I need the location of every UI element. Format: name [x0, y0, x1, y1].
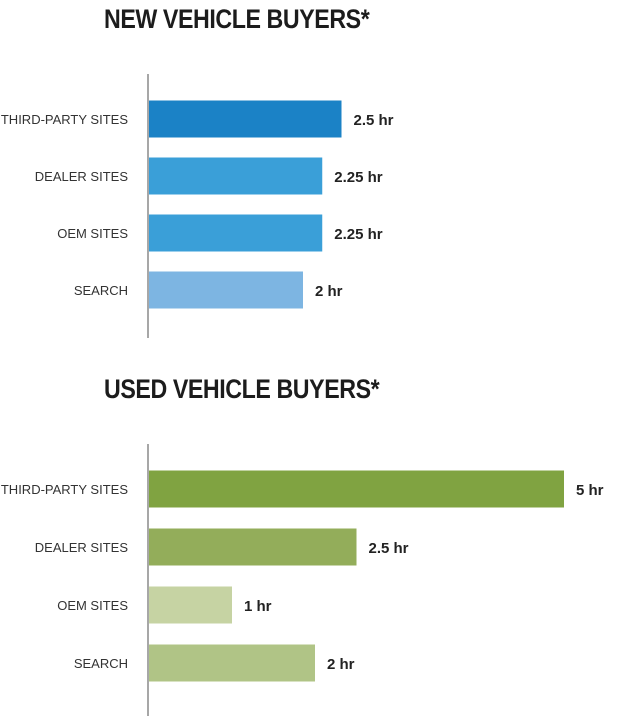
- bar-used-oem-sites: [149, 586, 232, 624]
- value-label-new-oem-sites: 2.25 hr: [334, 226, 383, 243]
- category-label-new-oem-sites: OEM SITES: [57, 226, 128, 241]
- category-label-used-dealer-sites: DEALER SITES: [35, 540, 129, 555]
- category-label-used-oem-sites: OEM SITES: [57, 598, 128, 613]
- bar-new-dealer-sites: [149, 157, 323, 195]
- bar-new-third-party-sites: [149, 100, 342, 138]
- chart-title-used-vehicle-buyers: USED VEHICLE BUYERS*: [104, 374, 380, 404]
- chart-title-new-vehicle-buyers: NEW VEHICLE BUYERS*: [104, 4, 370, 34]
- bar-new-oem-sites: [149, 214, 323, 252]
- category-label-new-dealer-sites: DEALER SITES: [35, 169, 129, 184]
- value-label-new-third-party-sites: 2.5 hr: [354, 112, 394, 129]
- value-label-used-dealer-sites: 2.5 hr: [369, 540, 409, 557]
- category-label-used-search: SEARCH: [74, 656, 128, 671]
- value-label-used-search: 2 hr: [327, 656, 355, 673]
- category-label-new-search: SEARCH: [74, 283, 128, 298]
- category-label-new-third-party-sites: THIRD-PARTY SITES: [1, 112, 128, 127]
- bar-used-search: [149, 644, 315, 682]
- category-label-used-third-party-sites: THIRD-PARTY SITES: [1, 482, 128, 497]
- value-label-used-third-party-sites: 5 hr: [576, 482, 604, 499]
- bar-new-search: [149, 271, 303, 309]
- bar-used-dealer-sites: [149, 528, 357, 566]
- value-label-used-oem-sites: 1 hr: [244, 598, 272, 615]
- value-label-new-dealer-sites: 2.25 hr: [334, 169, 383, 186]
- bar-used-third-party-sites: [149, 470, 564, 508]
- value-label-new-search: 2 hr: [315, 283, 343, 300]
